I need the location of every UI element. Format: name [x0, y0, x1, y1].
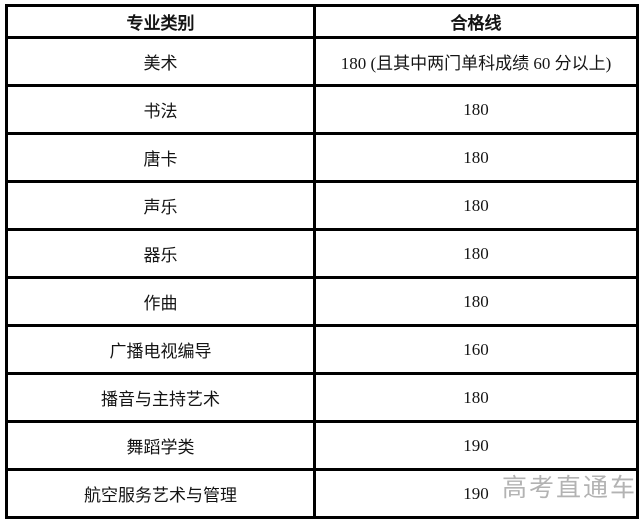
table-row: 航空服务艺术与管理 190 — [5, 468, 639, 519]
table-row: 唐卡 180 — [5, 132, 639, 183]
column-header-score: 合格线 — [313, 4, 639, 39]
table-row: 书法 180 — [5, 84, 639, 135]
category-cell: 声乐 — [5, 180, 316, 231]
table-row: 美术 180 (且其中两门单科成绩 60 分以上) — [5, 36, 639, 87]
category-cell: 广播电视编导 — [5, 324, 316, 375]
category-cell: 唐卡 — [5, 132, 316, 183]
score-cell: 180 — [313, 84, 639, 135]
score-cell: 180 — [313, 228, 639, 279]
category-cell: 播音与主持艺术 — [5, 372, 316, 423]
table-row: 声乐 180 — [5, 180, 639, 231]
table-row: 播音与主持艺术 180 — [5, 372, 639, 423]
score-cell: 180 — [313, 372, 639, 423]
category-cell: 舞蹈学类 — [5, 420, 316, 471]
category-cell: 美术 — [5, 36, 316, 87]
score-cell: 180 — [313, 276, 639, 327]
category-cell: 器乐 — [5, 228, 316, 279]
header-row: 专业类别 合格线 — [5, 4, 639, 39]
category-cell: 航空服务艺术与管理 — [5, 468, 316, 519]
table-row: 广播电视编导 160 — [5, 324, 639, 375]
table-row: 作曲 180 — [5, 276, 639, 327]
score-cell: 190 — [313, 420, 639, 471]
table-row: 器乐 180 — [5, 228, 639, 279]
score-cell: 180 (且其中两门单科成绩 60 分以上) — [313, 36, 639, 87]
category-cell: 作曲 — [5, 276, 316, 327]
table-row: 舞蹈学类 190 — [5, 420, 639, 471]
score-cell: 180 — [313, 180, 639, 231]
score-cell: 160 — [313, 324, 639, 375]
column-header-category: 专业类别 — [5, 4, 316, 39]
score-cell: 190 — [313, 468, 639, 519]
score-cell: 180 — [313, 132, 639, 183]
category-cell: 书法 — [5, 84, 316, 135]
score-table: 专业类别 合格线 美术 180 (且其中两门单科成绩 60 分以上) 书法 18… — [5, 4, 639, 519]
